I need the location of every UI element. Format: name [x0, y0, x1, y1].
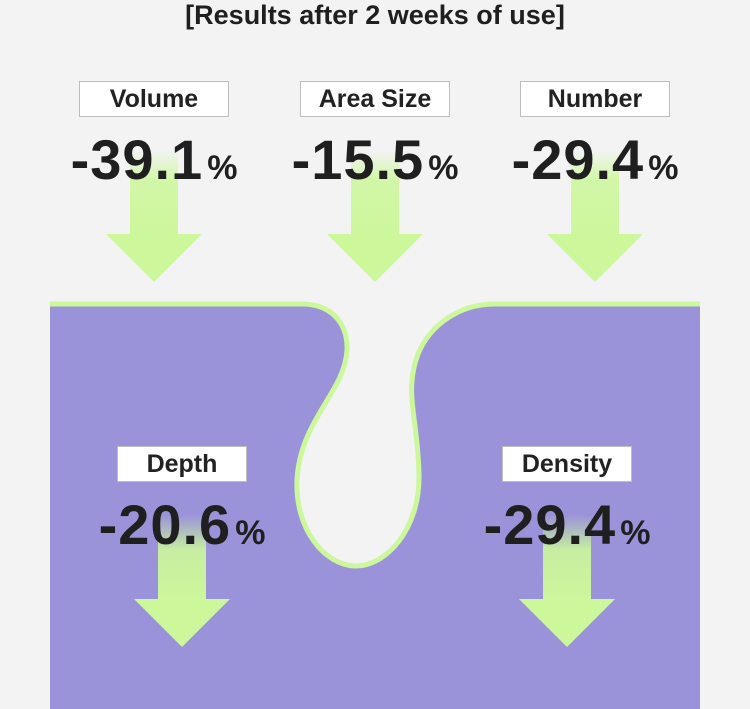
number-unit: %	[648, 149, 679, 187]
down-arrow-icon	[327, 150, 423, 282]
depth-unit: %	[235, 514, 266, 552]
depth-value: -20.6%	[82, 497, 282, 568]
density-number: -29.4	[483, 493, 617, 556]
volume-label: Volume	[79, 81, 229, 117]
area-size-number: -15.5	[291, 128, 425, 191]
down-arrow-icon	[134, 515, 230, 647]
number-label: Number	[520, 81, 670, 117]
down-arrow-icon	[106, 150, 202, 282]
number-value: -29.4%	[495, 132, 695, 203]
density-unit: %	[620, 514, 651, 552]
depth-label: Depth	[117, 446, 247, 482]
skin-surface-line	[50, 301, 700, 569]
area-size-value: -15.5%	[275, 132, 475, 203]
depth-number: -20.6	[98, 493, 232, 556]
volume-number: -39.1	[70, 128, 204, 191]
volume-value: -39.1%	[54, 132, 254, 203]
number-number: -29.4	[511, 128, 645, 191]
down-arrow-icon	[519, 515, 615, 647]
down-arrow-icon	[547, 150, 643, 282]
density-label: Density	[502, 446, 632, 482]
area-size-label: Area Size	[300, 81, 450, 117]
density-value: -29.4%	[467, 497, 667, 568]
area-size-unit: %	[428, 149, 459, 187]
volume-unit: %	[207, 149, 238, 187]
page-title: [Results after 2 weeks of use]	[185, 0, 565, 30]
